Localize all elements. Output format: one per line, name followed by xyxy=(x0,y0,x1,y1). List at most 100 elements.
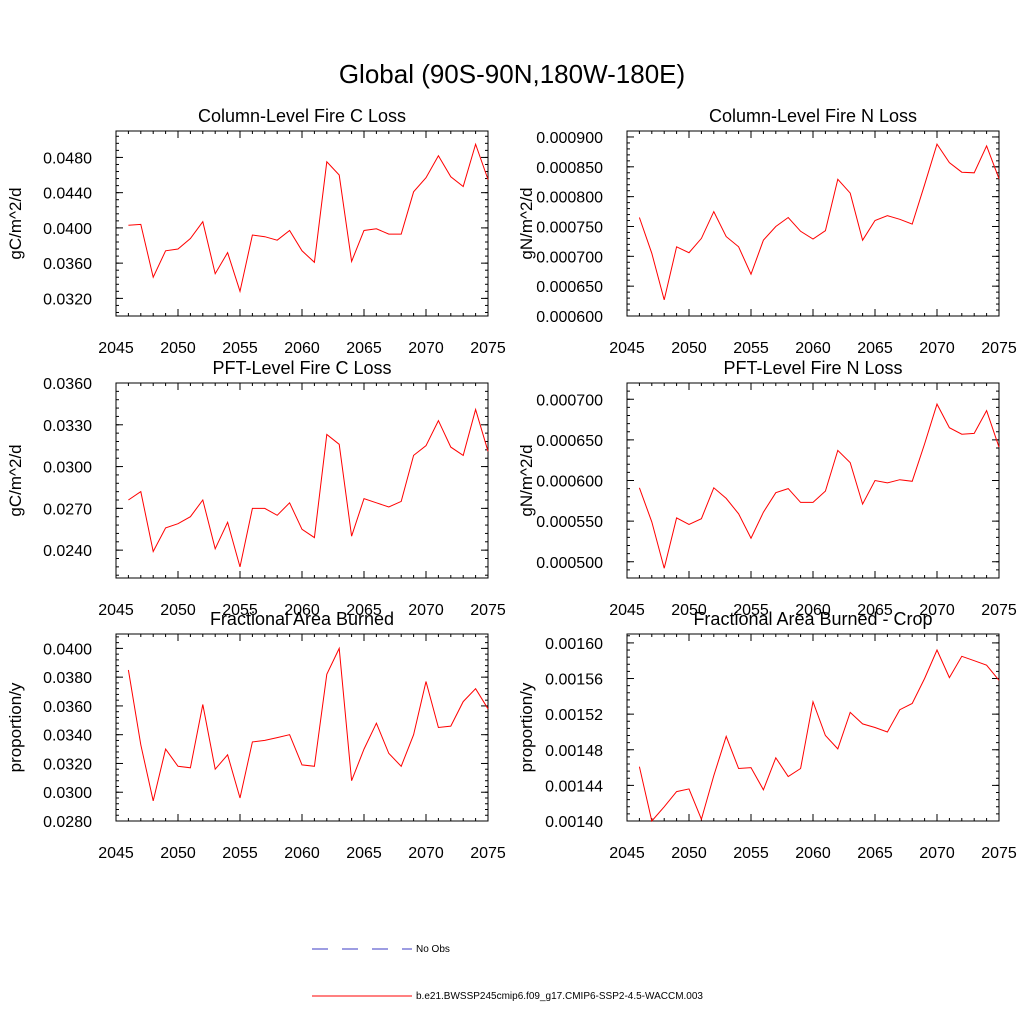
x-tick-label: 2055 xyxy=(222,602,258,619)
x-tick-label: 2070 xyxy=(919,845,955,862)
x-tick-label: 2045 xyxy=(609,845,645,862)
y-tick-label: 0.0320 xyxy=(43,756,92,773)
x-tick-label: 2065 xyxy=(857,845,893,862)
y-tick-label: 0.0400 xyxy=(43,221,92,238)
series-line xyxy=(128,407,489,568)
plot-frame xyxy=(626,382,1000,579)
x-tick-label: 2070 xyxy=(408,845,444,862)
panel-title: Column-Level Fire C Loss xyxy=(198,106,406,126)
x-tick-label: 2075 xyxy=(981,602,1017,619)
y-tick-label: 0.000800 xyxy=(536,190,603,207)
y-tick-label: 0.0380 xyxy=(43,670,92,687)
x-tick-label: 2050 xyxy=(671,340,707,357)
series-line xyxy=(638,648,1000,823)
x-tick-label: 2065 xyxy=(346,340,382,357)
plot-frame xyxy=(115,382,489,579)
x-tick-label: 2055 xyxy=(733,602,769,619)
x-tick-label: 2045 xyxy=(98,340,134,357)
series-line xyxy=(127,646,489,802)
panel-title: PFT-Level Fire C Loss xyxy=(212,358,391,378)
y-tick-label: 0.0320 xyxy=(43,291,92,308)
y-axis-label: gN/m^2/d xyxy=(517,444,536,516)
x-tick-label: 2045 xyxy=(609,602,645,619)
panel-pft-fire-n-loss: PFT-Level Fire N Loss gN/m^2/d 2045 2050 205… xyxy=(517,358,1017,619)
x-tick-label: 2075 xyxy=(470,845,506,862)
y-tick-label: 0.0360 xyxy=(43,256,92,273)
y-tick-label: 0.0300 xyxy=(43,785,92,802)
y-tick-label: 0.000850 xyxy=(536,160,603,177)
panel-title: Column-Level Fire N Loss xyxy=(709,106,917,126)
panel-column-fire-c-loss: Column-Level Fire C Loss gC/m^2/d 2045 2050… xyxy=(6,106,506,357)
y-tick-label: 0.00148 xyxy=(545,743,603,760)
x-tick-label: 2075 xyxy=(470,340,506,357)
x-tick-label: 2075 xyxy=(470,602,506,619)
y-tick-label: 0.0480 xyxy=(43,150,92,167)
x-tick-label: 2050 xyxy=(671,602,707,619)
y-tick-label: 0.000750 xyxy=(536,219,603,236)
x-tick-label: 2045 xyxy=(98,602,134,619)
panel-column-fire-n-loss: Column-Level Fire N Loss gN/m^2/d 2045 2050… xyxy=(517,106,1017,357)
y-axis-label: gC/m^2/d xyxy=(6,444,25,516)
y-tick-label: 0.0440 xyxy=(43,186,92,203)
y-axis-label: proportion/y xyxy=(6,682,25,772)
x-tick-label: 2055 xyxy=(222,845,258,862)
y-tick-label: 0.000700 xyxy=(536,249,603,266)
y-tick-label: 0.00140 xyxy=(545,814,603,831)
x-tick-label: 2060 xyxy=(795,602,831,619)
x-tick-label: 2065 xyxy=(346,845,382,862)
y-tick-label: 0.00160 xyxy=(545,636,603,653)
y-tick-label: 0.0280 xyxy=(43,814,92,831)
panel-fractional-area-burned: Fractional Area Burned proportion/y 2045 20… xyxy=(6,609,506,862)
x-tick-label: 2045 xyxy=(609,340,645,357)
panel-title: Fractional Area Burned xyxy=(210,609,394,629)
panel-title: Fractional Area Burned - Crop xyxy=(693,609,932,629)
x-tick-label: 2055 xyxy=(733,340,769,357)
y-axis-label: proportion/y xyxy=(517,682,536,772)
x-tick-label: 2070 xyxy=(919,340,955,357)
y-tick-label: 0.0240 xyxy=(43,543,92,560)
y-tick-label: 0.00156 xyxy=(545,672,603,689)
series-line xyxy=(638,402,1000,569)
legend-label-no-obs: No Obs xyxy=(416,944,450,955)
panel-pft-fire-c-loss: PFT-Level Fire C Loss gC/m^2/d 2045 2050 205… xyxy=(6,358,506,619)
y-tick-label: 0.000650 xyxy=(536,279,603,296)
y-tick-label: 0.000700 xyxy=(536,392,603,409)
panel-fractional-area-burned-crop: Fractional Area Burned - Crop proportion/… xyxy=(517,609,1017,862)
y-tick-label: 0.00144 xyxy=(545,778,603,795)
panel-title: PFT-Level Fire N Loss xyxy=(723,358,902,378)
y-tick-label: 0.000600 xyxy=(536,474,603,491)
x-tick-label: 2055 xyxy=(222,340,258,357)
x-tick-label: 2065 xyxy=(857,602,893,619)
y-tick-label: 0.0340 xyxy=(43,728,92,745)
x-tick-label: 2070 xyxy=(408,340,444,357)
plot-frame xyxy=(626,130,1000,317)
y-tick-label: 0.00152 xyxy=(545,707,603,724)
y-tick-label: 0.000650 xyxy=(536,433,603,450)
plot-frame xyxy=(626,633,1000,822)
y-tick-label: 0.0360 xyxy=(43,699,92,716)
x-tick-label: 2065 xyxy=(346,602,382,619)
series-line xyxy=(638,142,1000,301)
y-tick-label: 0.0330 xyxy=(43,418,92,435)
x-tick-label: 2075 xyxy=(981,340,1017,357)
y-axis-label: gC/m^2/d xyxy=(6,187,25,259)
x-tick-label: 2055 xyxy=(733,845,769,862)
series-line xyxy=(128,142,489,294)
x-tick-label: 2060 xyxy=(284,845,320,862)
y-tick-label: 0.000600 xyxy=(536,309,603,326)
y-tick-label: 0.000550 xyxy=(536,514,603,531)
y-tick-label: 0.0270 xyxy=(43,501,92,518)
plot-frame xyxy=(115,130,489,317)
plot-frame xyxy=(115,633,489,822)
x-tick-label: 2045 xyxy=(98,845,134,862)
y-tick-label: 0.000900 xyxy=(536,130,603,147)
x-tick-label: 2060 xyxy=(284,602,320,619)
x-tick-label: 2050 xyxy=(160,340,196,357)
y-tick-label: 0.0300 xyxy=(43,460,92,477)
y-tick-label: 0.000500 xyxy=(536,555,603,572)
y-tick-label: 0.0360 xyxy=(43,376,92,393)
legend: No Obs b.e21.BWSSP245cmip6.f09_g17.CMIP6… xyxy=(312,944,703,1002)
x-tick-label: 2060 xyxy=(795,340,831,357)
x-tick-label: 2070 xyxy=(919,602,955,619)
